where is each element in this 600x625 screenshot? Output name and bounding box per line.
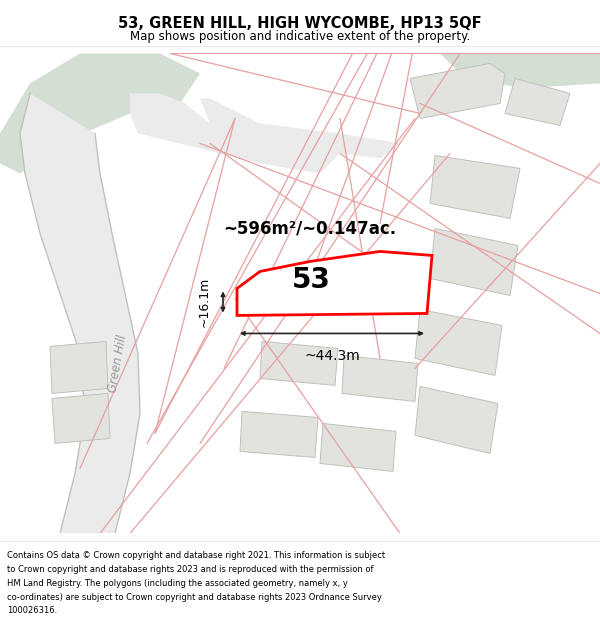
Polygon shape bbox=[415, 386, 498, 454]
Text: ~44.3m: ~44.3m bbox=[304, 349, 360, 363]
Text: 53, GREEN HILL, HIGH WYCOMBE, HP13 5QF: 53, GREEN HILL, HIGH WYCOMBE, HP13 5QF bbox=[118, 16, 482, 31]
Polygon shape bbox=[0, 53, 200, 173]
Polygon shape bbox=[260, 341, 338, 386]
Polygon shape bbox=[130, 93, 340, 173]
Text: Green Hill: Green Hill bbox=[107, 334, 130, 393]
Text: 53: 53 bbox=[292, 266, 331, 294]
Polygon shape bbox=[342, 356, 418, 401]
Polygon shape bbox=[430, 156, 520, 218]
Text: Map shows position and indicative extent of the property.: Map shows position and indicative extent… bbox=[130, 30, 470, 43]
Polygon shape bbox=[20, 93, 140, 533]
Text: ~596m²/~0.147ac.: ~596m²/~0.147ac. bbox=[223, 219, 397, 238]
Polygon shape bbox=[505, 78, 570, 126]
Polygon shape bbox=[237, 251, 432, 316]
Text: co-ordinates) are subject to Crown copyright and database rights 2023 Ordnance S: co-ordinates) are subject to Crown copyr… bbox=[7, 592, 382, 601]
Text: ~16.1m: ~16.1m bbox=[198, 277, 211, 327]
Polygon shape bbox=[320, 424, 396, 471]
Polygon shape bbox=[415, 309, 502, 376]
Text: 100026316.: 100026316. bbox=[7, 606, 58, 615]
Polygon shape bbox=[430, 228, 518, 296]
Polygon shape bbox=[52, 394, 110, 444]
Polygon shape bbox=[50, 341, 108, 394]
Text: to Crown copyright and database rights 2023 and is reproduced with the permissio: to Crown copyright and database rights 2… bbox=[7, 565, 374, 574]
Polygon shape bbox=[240, 411, 318, 458]
Polygon shape bbox=[410, 63, 505, 119]
Text: Contains OS data © Crown copyright and database right 2021. This information is : Contains OS data © Crown copyright and d… bbox=[7, 551, 385, 560]
Text: HM Land Registry. The polygons (including the associated geometry, namely x, y: HM Land Registry. The polygons (includin… bbox=[7, 579, 348, 587]
Polygon shape bbox=[200, 98, 400, 158]
Polygon shape bbox=[440, 53, 600, 88]
